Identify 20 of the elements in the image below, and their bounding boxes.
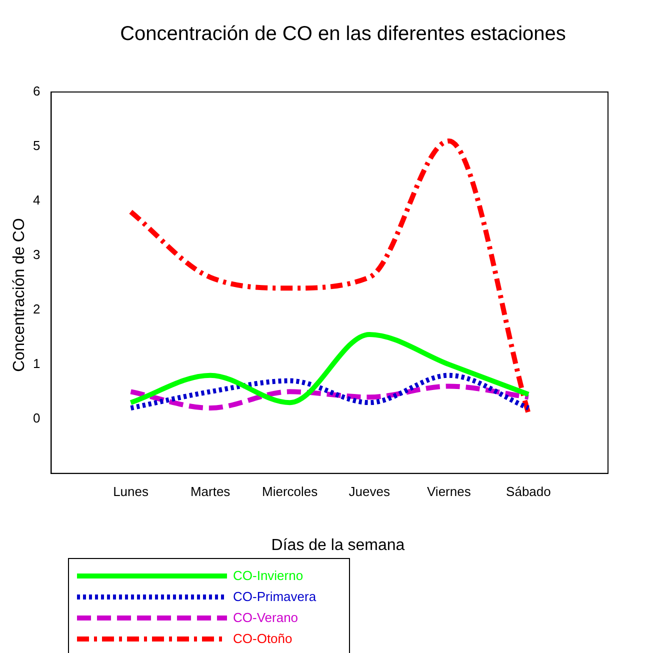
x-tick-label: Miercoles — [262, 484, 318, 499]
text: CO-Invierno — [233, 568, 304, 583]
x-tick-label: Lunes — [113, 484, 149, 499]
x-tick-label: Viernes — [427, 484, 472, 499]
y-tick-label: 0 — [32, 410, 40, 426]
x-axis-title: Días de la semana — [271, 537, 405, 554]
y-tick-label: 1 — [32, 356, 40, 372]
y-tick-label: 2 — [32, 302, 40, 317]
y-axis-title: Concentración de CO — [11, 218, 28, 372]
y-tick-label: 3 — [32, 247, 40, 262]
y-tick-label: 6 — [32, 84, 40, 99]
text: CO-Otoño — [233, 631, 292, 646]
x-tick-label: Sábado — [506, 484, 551, 499]
y-tick-label: 5 — [32, 138, 40, 154]
chart-title: Concentración de CO en las diferentes estaciones — [120, 23, 566, 45]
text: CO-Primavera — [233, 589, 316, 604]
x-tick-label: Martes — [190, 484, 231, 499]
y-tick-label: 4 — [32, 192, 40, 208]
text: CO-Verano — [233, 610, 298, 625]
x-tick-label: Jueves — [348, 484, 390, 499]
